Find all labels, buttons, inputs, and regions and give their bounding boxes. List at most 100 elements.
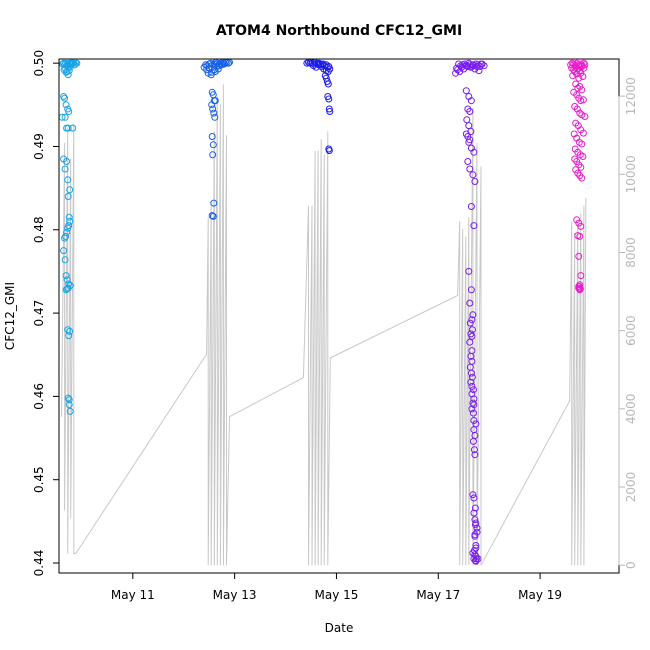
data-point: [463, 116, 471, 124]
data-point: [573, 70, 581, 78]
data-point: [465, 138, 473, 146]
series-3: [303, 58, 334, 155]
data-point: [466, 165, 474, 173]
data-point: [209, 105, 217, 113]
data-point: [70, 59, 78, 67]
data-point: [470, 417, 478, 424]
data-point: [469, 386, 477, 394]
data-point: [471, 516, 479, 524]
y2-tick-label: 4000: [624, 394, 638, 425]
data-point: [465, 267, 473, 275]
data-point: [468, 373, 476, 381]
data-point: [477, 60, 485, 68]
x-tick-label: May 15: [315, 588, 359, 602]
x-axis: May 11 May 13 May 15 May 17 May 19: [111, 573, 562, 602]
y2-axis: 0 2000 4000 6000 8000 10000 12000: [618, 77, 638, 569]
data-point: [60, 93, 68, 100]
y2-tick-label: 12000: [624, 77, 638, 115]
data-point: [62, 286, 70, 294]
series-1: [58, 59, 81, 415]
data-point: [468, 347, 476, 355]
y2-tick-label: 2000: [624, 472, 638, 503]
y-tick-label: 0.50: [32, 50, 46, 77]
data-point: [66, 327, 74, 335]
data-point: [471, 504, 479, 512]
data-point: [65, 401, 73, 409]
data-point: [468, 316, 476, 324]
series-5: [567, 59, 589, 294]
data-point: [324, 80, 332, 88]
y2-tick-label: 10000: [624, 155, 638, 193]
data-point: [468, 332, 476, 340]
data-point: [576, 232, 584, 240]
data-point: [209, 151, 217, 159]
data-point: [466, 319, 474, 327]
data-point: [64, 71, 72, 79]
data-point: [462, 87, 470, 95]
y2-tick-label: 6000: [624, 315, 638, 346]
data-point: [65, 396, 73, 404]
data-point: [61, 234, 69, 242]
data-point: [325, 95, 333, 103]
data-point: [469, 437, 477, 445]
x-axis-label: Date: [325, 621, 354, 635]
data-point: [471, 521, 479, 529]
plot-frame: [58, 58, 620, 574]
data-point: [471, 65, 479, 73]
data-point: [210, 109, 218, 117]
data-point: [578, 140, 586, 148]
data-point: [64, 394, 72, 402]
y2-tick-label: 0: [624, 561, 638, 569]
data-point: [470, 395, 478, 403]
data-point: [573, 91, 581, 99]
data-point: [467, 369, 475, 377]
data-point: [65, 332, 73, 340]
data-point: [470, 148, 478, 156]
data-point: [579, 129, 587, 137]
data-point: [207, 59, 215, 67]
y-axis-label: CFC12_GMI: [3, 282, 17, 350]
data-point: [467, 286, 475, 294]
data-point: [470, 446, 478, 454]
data-point: [65, 108, 73, 115]
data-point: [475, 67, 483, 75]
x-tick-label: May 11: [111, 588, 155, 602]
data-point: [467, 378, 475, 386]
data-point: [463, 62, 471, 70]
data-point: [466, 299, 474, 307]
data-point: [63, 285, 71, 293]
x-tick-label: May 13: [213, 588, 257, 602]
data-point: [221, 60, 228, 68]
data-point: [66, 217, 74, 225]
data-point: [473, 524, 481, 532]
chart-title: ATOM4 Northbound CFC12_GMI: [216, 23, 462, 39]
data-point: [208, 101, 216, 109]
data-point: [61, 256, 69, 264]
data-point: [471, 451, 479, 459]
data-point: [73, 59, 81, 67]
data-point: [569, 72, 577, 80]
y-tick-label: 0.48: [32, 216, 46, 243]
data-point: [578, 86, 586, 94]
data-point: [470, 401, 478, 409]
y2-tick-label: 8000: [624, 237, 638, 268]
data-point: [469, 491, 477, 499]
data-point: [469, 171, 477, 179]
y-tick-label: 0.46: [32, 383, 46, 410]
x-tick-label: May 17: [416, 588, 460, 602]
data-point: [468, 405, 476, 413]
data-point: [579, 96, 587, 104]
data-point: [452, 69, 460, 77]
y-tick-label: 0.45: [32, 466, 46, 493]
data-point: [66, 186, 74, 194]
data-point: [325, 105, 333, 113]
data-point: [208, 133, 216, 140]
data-point: [65, 67, 73, 75]
data-point: [65, 280, 73, 288]
data-point: [63, 276, 71, 284]
y-axis: 0.44 0.45 0.46 0.47 0.48 0.49 0.50: [32, 50, 60, 576]
data-point: [580, 64, 588, 72]
series-4: [452, 59, 488, 565]
data-point: [69, 124, 77, 132]
data-point: [325, 147, 333, 155]
